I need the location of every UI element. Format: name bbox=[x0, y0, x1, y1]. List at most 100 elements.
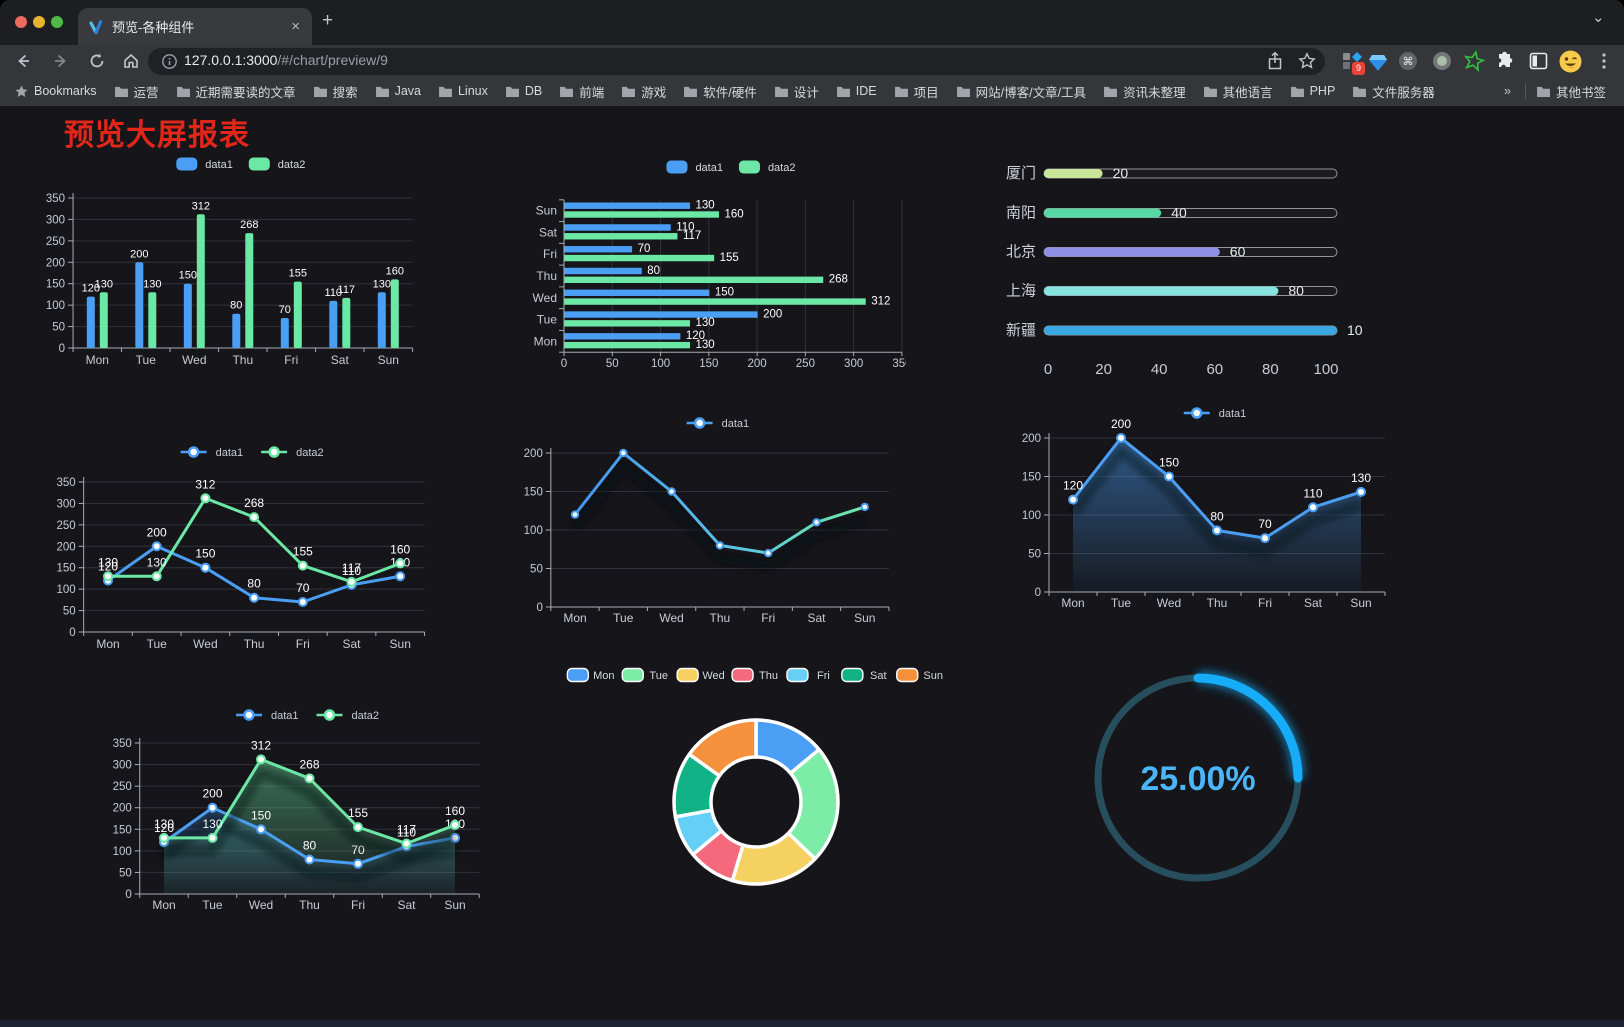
close-window-button[interactable] bbox=[15, 16, 27, 28]
point-data2-Thu[interactable] bbox=[304, 773, 315, 784]
hbar-data2-Sun[interactable] bbox=[564, 211, 719, 218]
home-button[interactable] bbox=[122, 52, 140, 70]
point-data2-Thu[interactable] bbox=[249, 512, 260, 523]
progress-fill-北京[interactable] bbox=[1044, 247, 1220, 257]
share-icon[interactable] bbox=[1266, 51, 1284, 71]
extension-circle-icon[interactable] bbox=[1432, 51, 1452, 71]
bar-data2-Wed[interactable] bbox=[196, 214, 205, 348]
legend-item[interactable]: Sun bbox=[896, 667, 943, 683]
browser-menu-kebab-icon[interactable] bbox=[1596, 52, 1612, 70]
point-data2-Tue[interactable] bbox=[151, 571, 162, 582]
profile-avatar[interactable] bbox=[1559, 50, 1582, 73]
hbar-data2-Tue[interactable] bbox=[564, 320, 691, 327]
extension-gem-icon[interactable] bbox=[1368, 51, 1388, 73]
hbar-data2-Thu[interactable] bbox=[564, 276, 824, 284]
bookmark-folder[interactable]: IDE bbox=[836, 82, 877, 101]
bookmark-folder[interactable]: 运营 bbox=[114, 82, 159, 101]
point-data2-Wed[interactable] bbox=[256, 754, 266, 765]
legend-item[interactable]: data1 bbox=[236, 709, 299, 722]
bookmark-folder[interactable]: 软件/硬件 bbox=[683, 82, 757, 101]
point-data1-Fri[interactable] bbox=[1260, 533, 1270, 544]
minimize-window-button[interactable] bbox=[33, 16, 45, 28]
bookmark-folder[interactable]: 资讯未整理 bbox=[1103, 82, 1186, 101]
legend-item[interactable]: data1 bbox=[686, 417, 750, 430]
extension-grid-icon[interactable] bbox=[1341, 50, 1365, 74]
point-data2-Fri[interactable] bbox=[297, 560, 308, 571]
hbar-data1-Sat[interactable] bbox=[564, 224, 671, 231]
point-data1-Wed[interactable] bbox=[200, 562, 211, 573]
progress-fill-南阳[interactable] bbox=[1044, 208, 1162, 218]
hbar-data2-Wed[interactable] bbox=[564, 298, 866, 305]
tab-close-icon[interactable]: × bbox=[291, 18, 300, 35]
point-data2-Sat[interactable] bbox=[401, 838, 412, 849]
point-data2-Sun[interactable] bbox=[395, 558, 406, 569]
point-data2-Sun[interactable] bbox=[450, 819, 460, 830]
bar-data1-Mon[interactable] bbox=[86, 296, 95, 348]
progress-fill-上海[interactable] bbox=[1044, 286, 1279, 296]
bar-data2-Tue[interactable] bbox=[148, 292, 157, 348]
hbar-data1-Wed[interactable] bbox=[564, 289, 710, 296]
bar-data1-Fri[interactable] bbox=[280, 318, 289, 348]
point-data2-Mon[interactable] bbox=[159, 832, 169, 843]
point-data2-Mon[interactable] bbox=[103, 571, 113, 582]
site-info-icon[interactable] bbox=[161, 53, 178, 70]
bookmark-folder[interactable]: DB bbox=[505, 82, 542, 101]
bar-data1-Tue[interactable] bbox=[135, 262, 144, 348]
point-data1-Tue[interactable] bbox=[151, 541, 162, 552]
hbar-data2-Sat[interactable] bbox=[564, 233, 678, 240]
point-data1-Sat[interactable] bbox=[812, 518, 821, 527]
hbar-data2-Fri[interactable] bbox=[564, 254, 715, 262]
address-bar[interactable] bbox=[148, 48, 1325, 75]
bar-data2-Thu[interactable] bbox=[245, 233, 254, 348]
point-data1-Wed[interactable] bbox=[667, 487, 676, 496]
extension-star-icon[interactable] bbox=[1463, 50, 1485, 72]
new-tab-button[interactable]: + bbox=[322, 10, 334, 31]
progress-fill-新疆[interactable] bbox=[1044, 326, 1337, 335]
point-data1-Wed[interactable] bbox=[256, 824, 266, 835]
extension-command-icon[interactable]: ⌘ bbox=[1398, 51, 1418, 71]
bookmark-folder[interactable]: 其他语言 bbox=[1203, 82, 1273, 101]
hbar-data1-Sun[interactable] bbox=[564, 202, 691, 209]
hbar-data1-Mon[interactable] bbox=[564, 333, 681, 340]
legend-item[interactable]: data2 bbox=[248, 157, 306, 172]
bookmark-folder[interactable]: PHP bbox=[1290, 82, 1335, 101]
legend-item[interactable]: Sat bbox=[841, 667, 887, 683]
bookmark-folder[interactable]: Linux bbox=[438, 82, 488, 101]
legend-item[interactable]: Tue bbox=[621, 667, 668, 683]
bookmark-folder[interactable]: 文件服务器 bbox=[1352, 82, 1435, 101]
bar-data1-Thu[interactable] bbox=[232, 313, 241, 348]
point-data2-Fri[interactable] bbox=[353, 822, 363, 833]
legend-item[interactable]: Fri bbox=[786, 667, 830, 683]
point-data1-Thu[interactable] bbox=[304, 854, 315, 865]
bookmark-folder[interactable]: 搜索 bbox=[313, 82, 358, 101]
point-data1-Tue[interactable] bbox=[619, 448, 628, 458]
point-data1-Thu[interactable] bbox=[1212, 525, 1222, 536]
point-data1-Thu[interactable] bbox=[715, 541, 725, 550]
legend-item[interactable]: data2 bbox=[261, 446, 324, 459]
other-bookmarks-folder[interactable]: 其他书签 bbox=[1536, 82, 1606, 101]
point-data1-Sat[interactable] bbox=[1308, 502, 1318, 513]
point-data1-Fri[interactable] bbox=[353, 858, 363, 869]
hbar-data2-Mon[interactable] bbox=[564, 341, 691, 349]
bookmark-star-icon[interactable] bbox=[1298, 52, 1316, 70]
legend-item[interactable]: data1 bbox=[666, 160, 723, 175]
legend-item[interactable]: data2 bbox=[316, 709, 380, 722]
bookmark-folder[interactable]: 近期需要读的文章 bbox=[176, 82, 296, 101]
bar-data1-Sun[interactable] bbox=[377, 292, 386, 348]
point-data1-Sun[interactable] bbox=[395, 571, 406, 582]
point-data1-Fri[interactable] bbox=[764, 548, 773, 558]
bookmark-folder[interactable]: 设计 bbox=[774, 82, 819, 101]
point-data1-Mon[interactable] bbox=[570, 510, 580, 519]
point-data1-Sun[interactable] bbox=[860, 502, 869, 512]
legend-item[interactable]: Thu bbox=[731, 667, 778, 683]
bookmarks-manager[interactable]: Bookmarks bbox=[14, 84, 97, 99]
point-data2-Sat[interactable] bbox=[346, 576, 357, 587]
bar-data2-Mon[interactable] bbox=[99, 292, 108, 348]
bookmark-folder[interactable]: 网站/博客/文章/工具 bbox=[956, 82, 1086, 101]
point-data2-Tue[interactable] bbox=[207, 832, 218, 843]
hbar-data1-Fri[interactable] bbox=[564, 246, 633, 253]
bar-data1-Wed[interactable] bbox=[183, 283, 192, 348]
bookmark-folder[interactable]: 项目 bbox=[894, 82, 939, 101]
url-text[interactable]: 127.0.0.1:3000/#/chart/preview/9 bbox=[184, 52, 388, 68]
point-data1-Tue[interactable] bbox=[207, 802, 218, 813]
